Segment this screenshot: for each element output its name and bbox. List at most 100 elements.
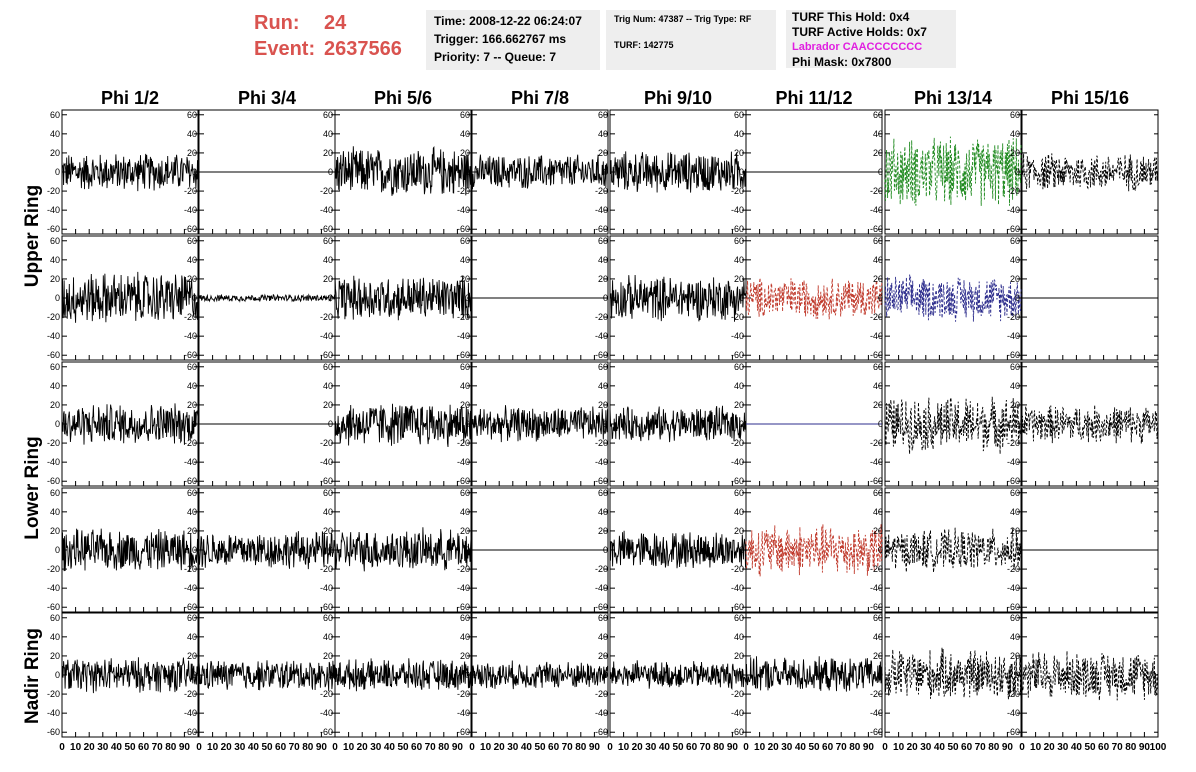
y-tick-label: 40 [187,381,197,391]
y-tick-label: 0 [328,293,333,303]
x-tick-label: 20 [907,742,919,753]
x-tick-label: 10 [618,742,630,753]
y-tick-label: -60 [184,602,197,612]
y-tick-label: 20 [734,526,744,536]
y-tick-label: 40 [187,632,197,642]
x-tick-label: 60 [1098,742,1110,753]
y-tick-label: 0 [192,545,197,555]
x-tick-label: 20 [84,742,96,753]
x-tick-label: 60 [961,742,973,753]
y-tick-label: 20 [460,274,470,284]
y-tick-label: -40 [320,457,333,467]
waveform-trace [61,657,199,694]
y-tick-label: 0 [878,670,883,680]
waveform-trace [471,154,609,190]
y-tick-label: -40 [870,205,883,215]
y-tick-label: 40 [598,381,608,391]
y-tick-label: 60 [323,236,333,246]
y-tick-label: 20 [460,651,470,661]
y-tick-label: 0 [739,167,744,177]
y-tick-label: -60 [184,224,197,234]
y-tick-label: 20 [734,400,744,410]
y-tick-label: -40 [47,708,60,718]
x-tick-label: 30 [920,742,932,753]
y-tick-label: -40 [47,331,60,341]
y-tick-label: 20 [460,526,470,536]
y-tick-label: -60 [184,350,197,360]
y-tick-label: 40 [1010,255,1020,265]
y-tick-label: -60 [457,224,470,234]
y-tick-label: 60 [460,488,470,498]
y-tick-label: 40 [460,255,470,265]
x-tick-label: 0 [882,742,888,753]
y-tick-label: 60 [873,488,883,498]
y-tick-label: -40 [320,331,333,341]
y-tick-label: 0 [1015,545,1020,555]
y-tick-label: 60 [50,236,60,246]
x-tick-label: 20 [768,742,780,753]
y-tick-label: -40 [184,583,197,593]
y-tick-label: 20 [1010,526,1020,536]
y-tick-label: 40 [50,507,60,517]
y-tick-label: 20 [460,400,470,410]
y-tick-label: -40 [731,708,744,718]
y-tick-label: 60 [598,110,608,120]
x-tick-label: 60 [411,742,423,753]
y-tick-label: -40 [457,457,470,467]
x-tick-label: 90 [452,742,464,753]
y-tick-label: 60 [50,362,60,372]
x-tick-label: 70 [562,742,574,753]
x-tick-label: 100 [1150,742,1167,753]
y-tick-label: 60 [734,110,744,120]
column-header: Phi 5/6 [374,88,432,108]
y-tick-label: 0 [603,670,608,680]
y-tick-label: 60 [598,362,608,372]
y-tick-label: -40 [731,583,744,593]
x-tick-label: 0 [607,742,613,753]
y-tick-label: -20 [731,689,744,699]
y-tick-label: -60 [595,727,608,737]
y-tick-label: -60 [731,350,744,360]
y-tick-label: 0 [603,419,608,429]
y-tick-label: 60 [460,110,470,120]
waveform-trace [884,396,1022,455]
y-tick-label: -60 [731,727,744,737]
waveform-trace [609,530,747,569]
y-tick-label: 0 [1015,293,1020,303]
y-tick-label: -60 [1007,224,1020,234]
y-tick-label: 20 [323,651,333,661]
y-tick-label: 20 [734,148,744,158]
x-tick-label: 80 [438,742,450,753]
x-tick-label: 50 [124,742,136,753]
x-tick-label: 30 [645,742,657,753]
y-tick-label: -40 [47,457,60,467]
y-tick-label: 60 [50,110,60,120]
y-tick-label: -60 [457,476,470,486]
y-tick-label: 40 [323,255,333,265]
y-tick-label: -20 [184,438,197,448]
y-tick-label: 60 [460,236,470,246]
y-tick-label: 0 [192,293,197,303]
waveform-trace [884,527,1022,573]
y-tick-label: -40 [47,205,60,215]
y-tick-label: 40 [460,632,470,642]
x-tick-label: 60 [686,742,698,753]
y-tick-label: 40 [187,129,197,139]
y-tick-label: -40 [1007,331,1020,341]
y-tick-label: 40 [598,129,608,139]
x-tick-label: 10 [893,742,905,753]
x-tick-label: 50 [261,742,273,753]
y-tick-label: 0 [878,293,883,303]
column-header: Phi 1/2 [101,88,159,108]
event-label: Event: [254,38,316,60]
waveform-trace [334,527,472,572]
y-tick-label: 20 [187,148,197,158]
y-tick-label: -60 [457,727,470,737]
y-tick-label: -20 [47,438,60,448]
y-tick-label: -20 [184,312,197,322]
y-tick-label: 0 [878,545,883,555]
y-tick-label: 60 [323,362,333,372]
y-tick-label: 20 [873,400,883,410]
y-tick-label: 20 [734,651,744,661]
